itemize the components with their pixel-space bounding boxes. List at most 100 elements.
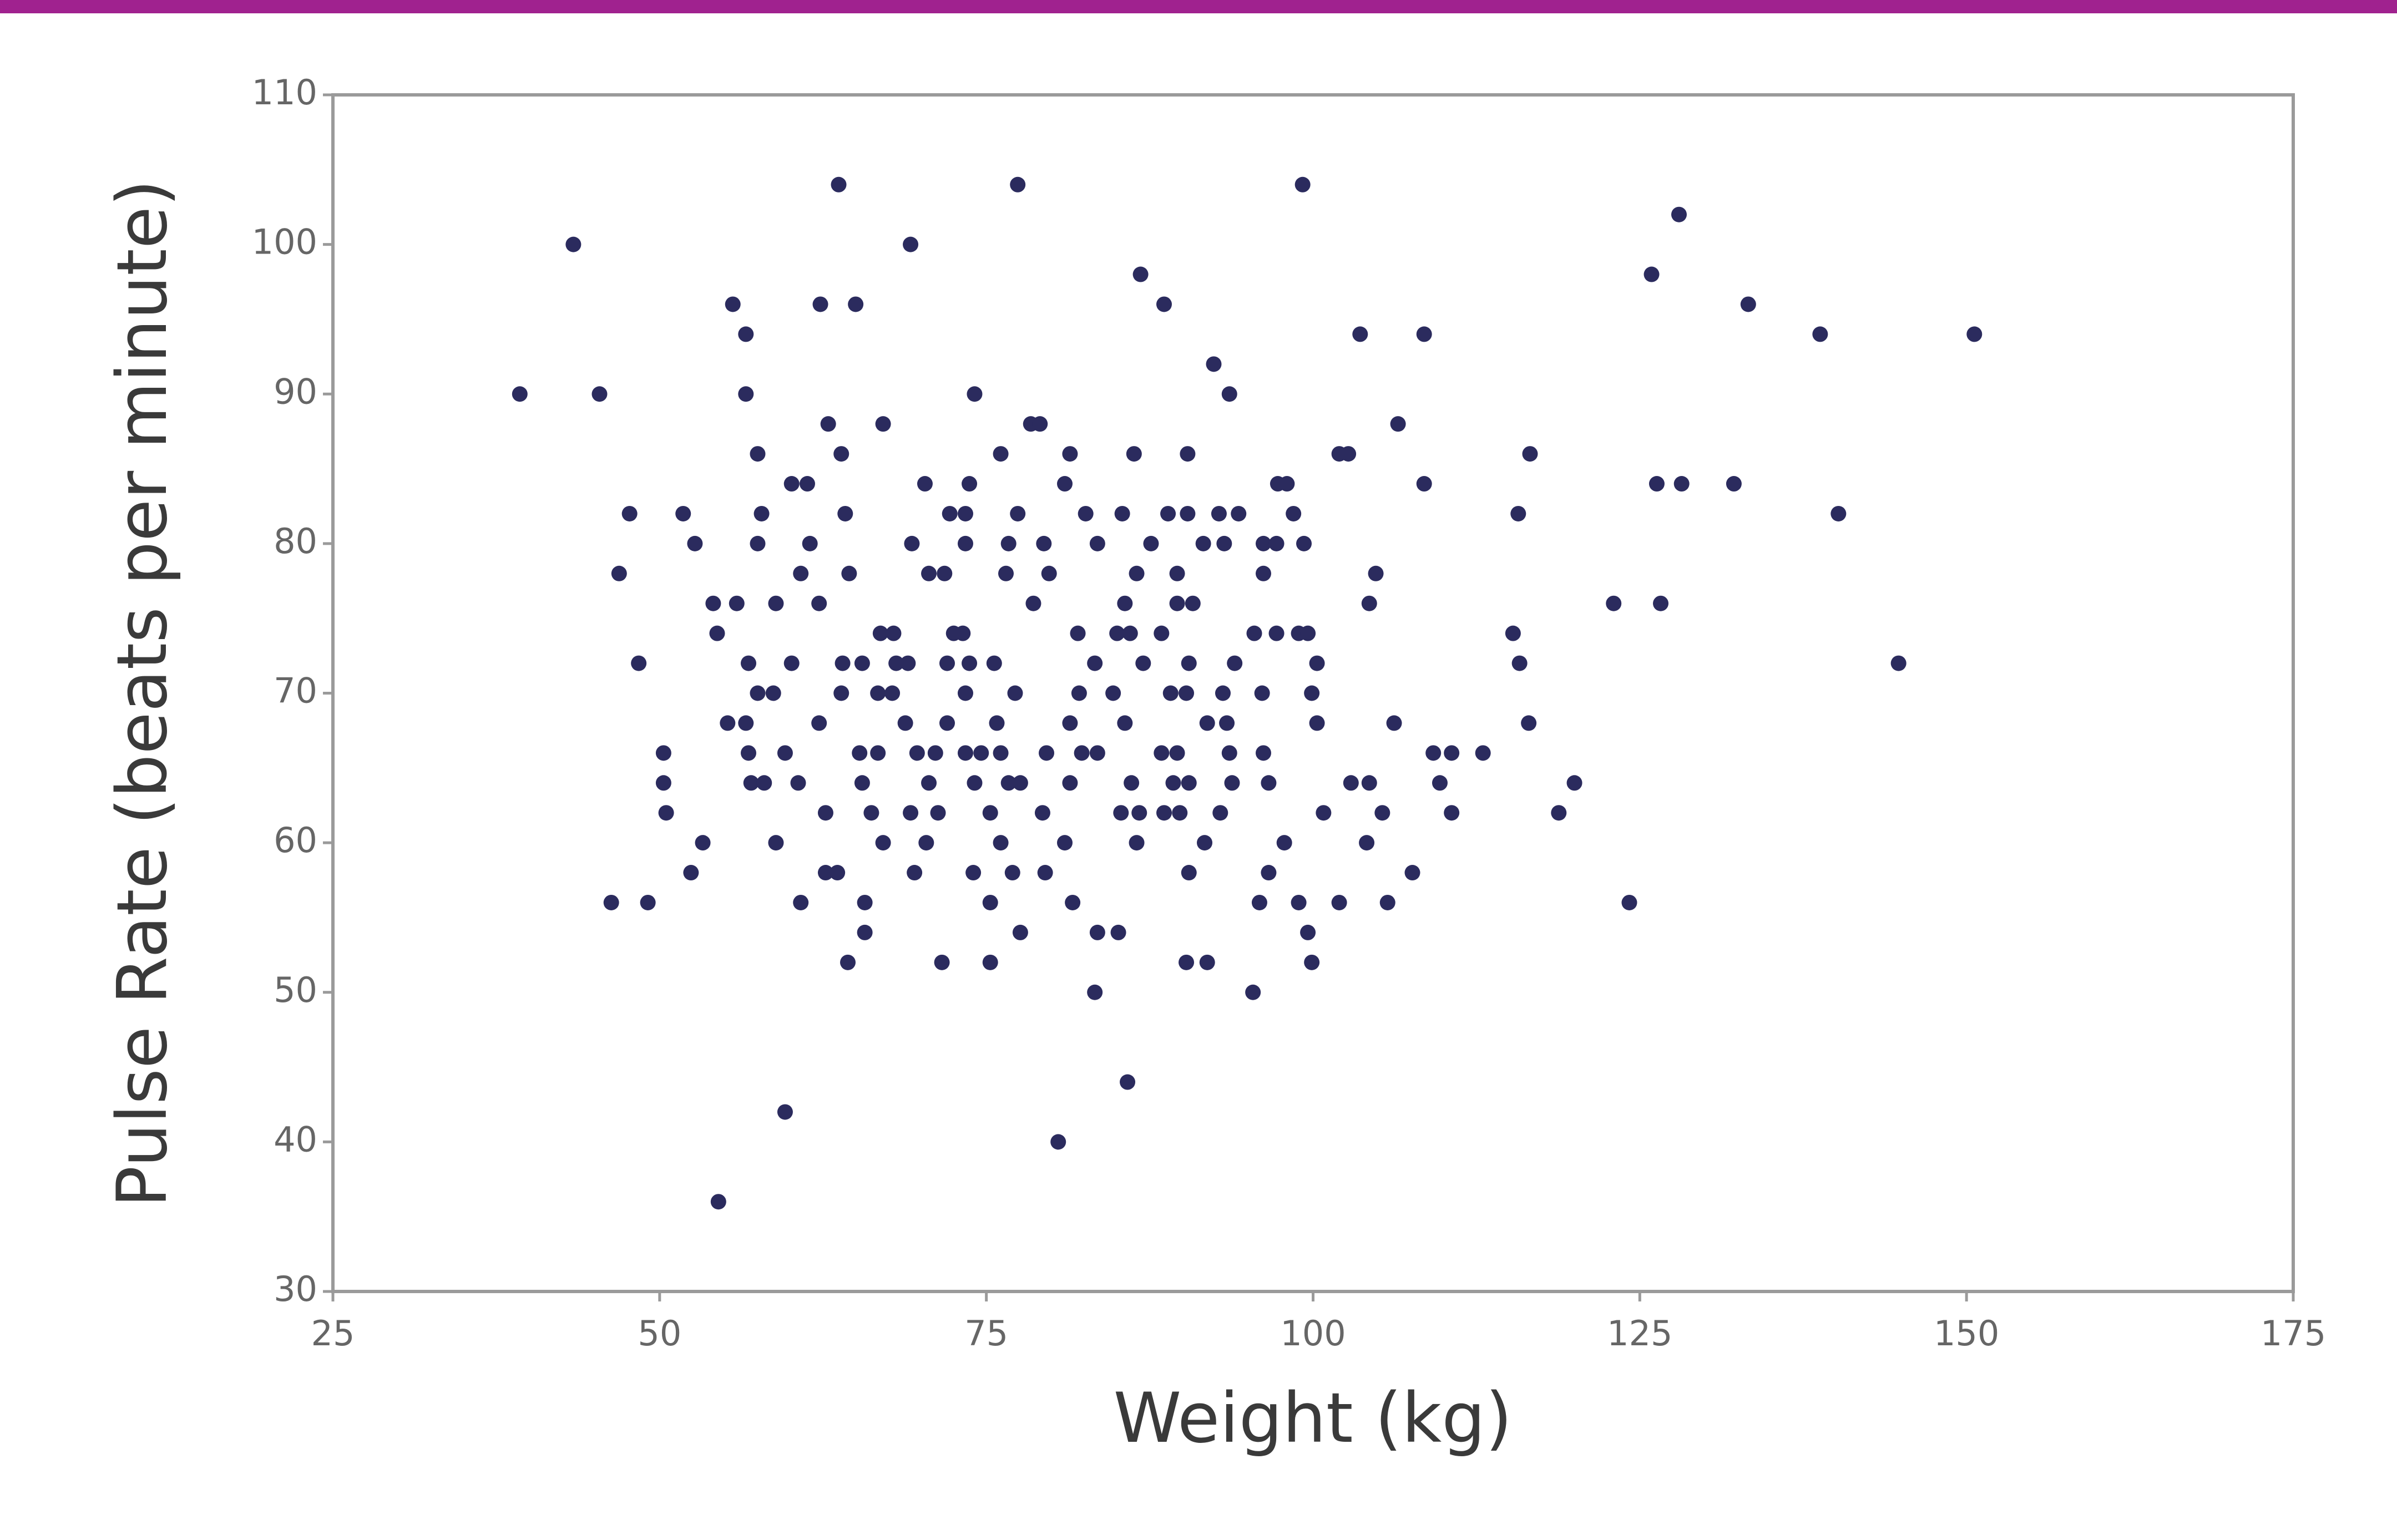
scatter-point [1416, 326, 1432, 342]
scatter-point [740, 745, 756, 761]
scatter-point [1966, 326, 1983, 342]
y-tick-label: 40 [274, 1119, 317, 1159]
scatter-point [754, 505, 770, 521]
scatter-point [1114, 505, 1130, 521]
scatter-point [1296, 535, 1312, 551]
scatter-point [1812, 326, 1828, 342]
scatter-point [725, 296, 741, 312]
scatter-point [565, 236, 581, 252]
y-tick-label: 30 [274, 1269, 317, 1309]
scatter-point [1110, 924, 1126, 940]
scatter-point [729, 595, 745, 611]
scatter-point [1071, 685, 1087, 701]
scatter-point [872, 625, 888, 641]
scatter-point [888, 655, 904, 671]
scatter-point [1432, 775, 1448, 791]
scatter-point [903, 805, 919, 821]
scatter-point [1671, 206, 1687, 222]
scatter-point [1673, 476, 1690, 492]
scatter-point [1291, 894, 1307, 910]
scatter-point [982, 805, 998, 821]
y-axis-title: Pulse Rate (beats per minute) [103, 180, 183, 1208]
scatter-point [1510, 505, 1526, 521]
scatter-point [1113, 805, 1129, 821]
scatter-point [783, 476, 800, 492]
scatter-point [1505, 625, 1521, 641]
scatter-point [939, 715, 955, 731]
scatter-point [750, 535, 766, 551]
scatter-point [1181, 775, 1197, 791]
scatter-point [710, 1194, 726, 1210]
scatter-point [1653, 595, 1669, 611]
scatter-point [1343, 775, 1359, 791]
scatter-point [611, 565, 627, 581]
scatter-point [1475, 745, 1491, 761]
scatter-point [1012, 775, 1028, 791]
scatter-point [957, 685, 973, 701]
scatter-point [930, 805, 946, 821]
scatter-point [852, 745, 868, 761]
scatter-point [1012, 924, 1028, 940]
scatter-point [837, 505, 853, 521]
scatter-point [1117, 595, 1133, 611]
scatter-point [957, 535, 973, 551]
scatter-point [955, 625, 971, 641]
scatter-point [1352, 326, 1368, 342]
scatter-point [1109, 625, 1125, 641]
scatter-point [1037, 865, 1053, 881]
scatter-point [1268, 625, 1285, 641]
scatter-point [1224, 775, 1240, 791]
scatter-point [658, 805, 674, 821]
scatter-point [1169, 565, 1185, 581]
scatter-point [1089, 535, 1105, 551]
scatter-point [989, 715, 1005, 731]
scatter-point [1268, 535, 1285, 551]
scatter-point [1341, 446, 1357, 462]
scatter-point [841, 565, 857, 581]
scatter-point [967, 386, 983, 402]
scatter-point [1606, 595, 1622, 611]
scatter-point [1000, 535, 1017, 551]
scatter-point [993, 745, 1009, 761]
scatter-point [1231, 505, 1247, 521]
scatter-point [848, 296, 864, 312]
scatter-point [817, 805, 833, 821]
scatter-point [1286, 505, 1302, 521]
x-tick-label: 125 [1607, 1313, 1672, 1354]
scatter-point [750, 685, 766, 701]
scatter-point [1368, 565, 1384, 581]
scatter-point [875, 835, 891, 851]
scatter-point [993, 835, 1009, 851]
scatter-point [1521, 715, 1537, 731]
scatter-point [802, 535, 818, 551]
scatter-point [1379, 894, 1395, 910]
x-tick-label: 25 [311, 1313, 355, 1354]
y-tick-label: 50 [274, 970, 317, 1010]
scatter-point [917, 476, 933, 492]
scatter-point [1126, 446, 1142, 462]
scatter-point [835, 655, 851, 671]
scatter-point [1216, 535, 1232, 551]
scatter-point [705, 595, 721, 611]
scatter-point [967, 775, 983, 791]
scatter-point [957, 505, 973, 521]
scatter-point [1890, 655, 1907, 671]
scatter-point [962, 655, 978, 671]
scatter-point [1621, 894, 1637, 910]
scatter-point [998, 565, 1014, 581]
scatter-point [1160, 505, 1176, 521]
scatter-point [817, 865, 833, 881]
scatter-point [1050, 1134, 1066, 1150]
scatter-point [1374, 805, 1390, 821]
scatter-point [1036, 535, 1052, 551]
scatter-point [993, 446, 1009, 462]
scatter-point [1221, 386, 1237, 402]
scatter-point [655, 745, 671, 761]
scatter-point [738, 715, 754, 731]
scatter-point [640, 894, 656, 910]
scatter-point [1039, 745, 1055, 761]
scatter-point [1511, 655, 1528, 671]
scatter-point [875, 416, 891, 432]
scatter-point [903, 236, 919, 252]
